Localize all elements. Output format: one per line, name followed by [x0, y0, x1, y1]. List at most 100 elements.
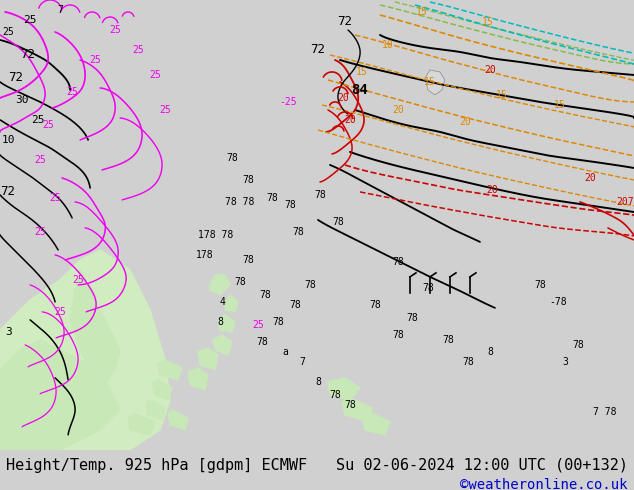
Text: 78: 78	[344, 400, 356, 410]
Text: 78: 78	[284, 200, 296, 210]
Text: 25: 25	[66, 87, 78, 97]
Text: 20: 20	[484, 65, 496, 75]
Text: 25: 25	[133, 45, 144, 55]
Text: 7: 7	[57, 5, 63, 15]
Text: Su 02-06-2024 12:00 UTC (00+132): Su 02-06-2024 12:00 UTC (00+132)	[335, 458, 628, 472]
Text: 25: 25	[49, 193, 61, 203]
Text: 25: 25	[72, 275, 84, 285]
Text: 72: 72	[1, 185, 16, 198]
Text: 78: 78	[422, 283, 434, 293]
Text: 78: 78	[292, 227, 304, 237]
Text: 78: 78	[534, 280, 546, 290]
Polygon shape	[146, 400, 165, 420]
Text: 178: 178	[197, 250, 214, 260]
Text: 20: 20	[337, 93, 349, 103]
Text: ©weatheronline.co.uk: ©weatheronline.co.uk	[460, 478, 628, 490]
Polygon shape	[158, 360, 182, 380]
Polygon shape	[198, 348, 218, 370]
Polygon shape	[328, 378, 360, 400]
Text: 3: 3	[4, 327, 11, 337]
Text: 72: 72	[311, 44, 325, 56]
Text: 78 78: 78 78	[225, 197, 255, 207]
Text: 78: 78	[242, 255, 254, 265]
Polygon shape	[0, 340, 120, 450]
Text: 78: 78	[332, 217, 344, 227]
Text: 20: 20	[392, 105, 404, 115]
Text: 15: 15	[356, 67, 368, 77]
Polygon shape	[0, 250, 170, 450]
Text: 25: 25	[31, 115, 45, 125]
Text: 20: 20	[344, 115, 356, 125]
Text: 10: 10	[1, 135, 15, 145]
Text: 78: 78	[462, 357, 474, 367]
Text: 25: 25	[23, 15, 37, 25]
Text: 78: 78	[304, 280, 316, 290]
Polygon shape	[225, 295, 238, 312]
Text: 20: 20	[459, 117, 471, 127]
Text: 8: 8	[315, 377, 321, 387]
Text: 3: 3	[562, 357, 568, 367]
Text: 78: 78	[369, 300, 381, 310]
Text: 78: 78	[226, 153, 238, 163]
Text: 25: 25	[89, 55, 101, 65]
Text: 25: 25	[34, 155, 46, 165]
Text: 15: 15	[424, 77, 436, 87]
Polygon shape	[210, 275, 230, 295]
Text: -78: -78	[549, 297, 567, 307]
Polygon shape	[188, 368, 208, 390]
Polygon shape	[425, 70, 445, 95]
Text: 25: 25	[159, 105, 171, 115]
Text: 15: 15	[482, 17, 494, 27]
Text: 20: 20	[486, 185, 498, 195]
Text: 7 78: 7 78	[593, 407, 617, 417]
Polygon shape	[152, 380, 172, 400]
Text: 78: 78	[266, 193, 278, 203]
Text: 207: 207	[616, 197, 634, 207]
Polygon shape	[128, 414, 155, 435]
Text: 25: 25	[109, 25, 121, 35]
Text: 4: 4	[219, 297, 225, 307]
Text: 78: 78	[392, 257, 404, 267]
Text: 30: 30	[15, 95, 29, 105]
Text: 8: 8	[217, 317, 223, 327]
Text: 15: 15	[416, 7, 428, 17]
Polygon shape	[70, 270, 120, 390]
Text: 78: 78	[256, 337, 268, 347]
Text: 25: 25	[34, 227, 46, 237]
Text: 25: 25	[3, 27, 14, 37]
Text: 78: 78	[329, 390, 341, 400]
Text: 25: 25	[55, 307, 66, 317]
Text: -25: -25	[279, 97, 297, 107]
Text: 78: 78	[272, 317, 284, 327]
Text: 25: 25	[42, 120, 54, 130]
Text: 15: 15	[554, 100, 566, 110]
Text: 7: 7	[299, 357, 305, 367]
Polygon shape	[213, 335, 232, 355]
Text: 15: 15	[496, 90, 508, 100]
Polygon shape	[168, 410, 188, 430]
Text: 78: 78	[259, 290, 271, 300]
Text: Height/Temp. 925 hPa [gdpm] ECMWF: Height/Temp. 925 hPa [gdpm] ECMWF	[6, 458, 307, 472]
Text: 8: 8	[487, 347, 493, 357]
Text: 78: 78	[242, 175, 254, 185]
Text: 78: 78	[392, 330, 404, 340]
Text: 20: 20	[584, 173, 596, 183]
Polygon shape	[218, 315, 235, 332]
Text: 10: 10	[382, 40, 394, 50]
Text: 78: 78	[314, 190, 326, 200]
Polygon shape	[362, 412, 390, 435]
Text: a: a	[282, 347, 288, 357]
Text: 78: 78	[572, 340, 584, 350]
Polygon shape	[342, 398, 372, 422]
Text: 72: 72	[21, 49, 36, 61]
Text: 25: 25	[252, 320, 264, 330]
Text: 25: 25	[149, 70, 161, 80]
Text: 72: 72	[337, 16, 353, 28]
Text: 72: 72	[9, 72, 23, 84]
Text: 78: 78	[289, 300, 301, 310]
Text: 84: 84	[352, 83, 368, 97]
Text: 178 78: 178 78	[198, 230, 234, 240]
Text: 78: 78	[234, 277, 246, 287]
Text: 78: 78	[406, 313, 418, 323]
Text: 78: 78	[442, 335, 454, 345]
